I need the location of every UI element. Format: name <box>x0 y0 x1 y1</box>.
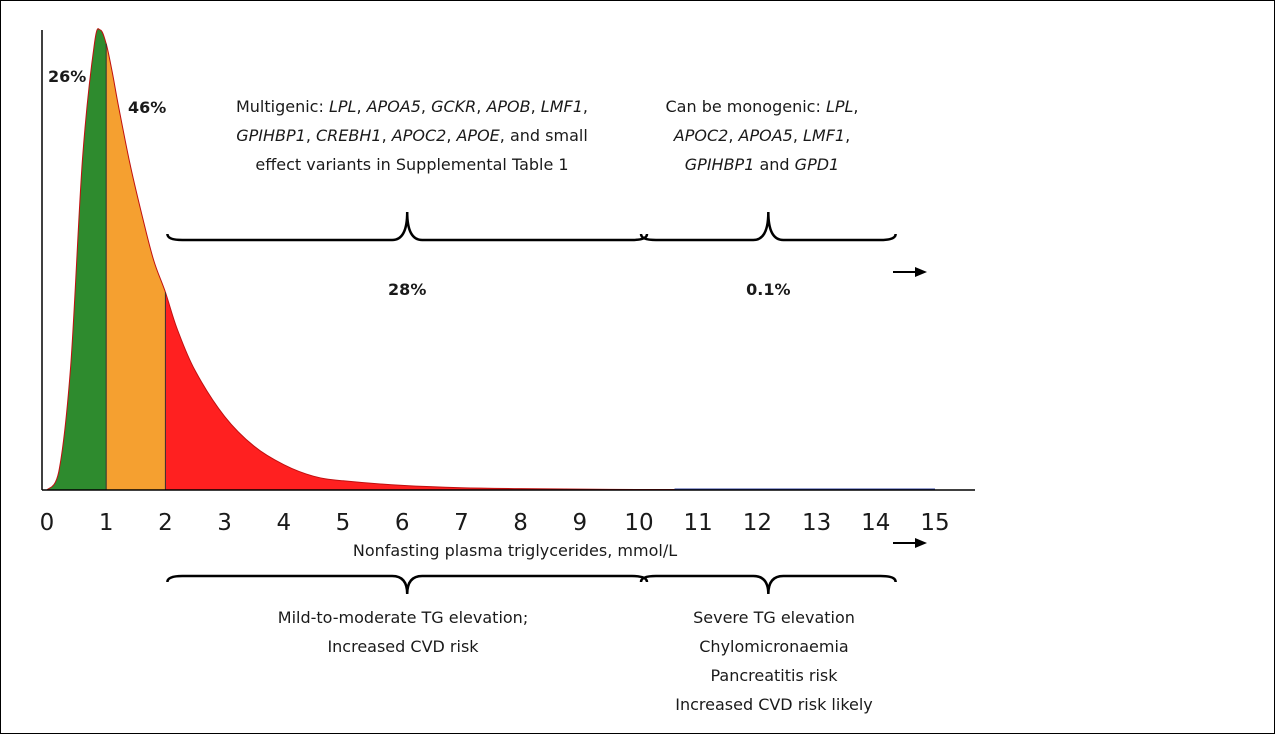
upper-bracket-1 <box>639 211 897 242</box>
lower-bracket-note-line: Increased CVD risk likely <box>675 695 873 714</box>
upper-bracket-percent: 28% <box>388 280 426 299</box>
note-run: LMF1 <box>541 97 583 116</box>
x-tick-label: 2 <box>158 510 173 536</box>
note-run: GCKR <box>431 97 476 116</box>
x-tick-label: 5 <box>336 510 351 536</box>
x-tick-label: 9 <box>572 510 587 536</box>
note-run: , and small <box>500 126 588 145</box>
x-tick-label: 15 <box>920 510 949 536</box>
x-tick-label: 0 <box>40 510 55 536</box>
x-tick-label: 12 <box>743 510 772 536</box>
note-run: APOA5 <box>366 97 421 116</box>
x-arrow-head <box>915 538 927 548</box>
upper-bracket-note-line: GPIHBP1 and GPD1 <box>685 155 839 174</box>
upper-bracket-0 <box>166 211 649 242</box>
note-run: , <box>476 97 486 116</box>
note-run: , <box>356 97 366 116</box>
lower-bracket-note-line: Chylomicronaemia <box>699 637 848 656</box>
note-run: APOE <box>455 126 500 145</box>
segment-percent-label: 26% <box>48 67 86 86</box>
note-run: , <box>583 97 588 116</box>
upper-bracket-note-line: GPIHBP1, CREBH1, APOC2, APOE, and small <box>236 126 588 145</box>
x-tick-label: 3 <box>217 510 232 536</box>
area-segment-2 <box>165 292 935 490</box>
x-tick-label: 13 <box>802 510 831 536</box>
x-tick-label: 8 <box>513 510 528 536</box>
note-run: , <box>421 97 431 116</box>
note-run: GPD1 <box>795 155 840 174</box>
x-tick-label: 6 <box>395 510 410 536</box>
note-run: , <box>793 126 803 145</box>
lower-bracket-1 <box>639 574 897 595</box>
x-axis-label: Nonfasting plasma triglycerides, mmol/L <box>353 541 677 560</box>
note-run: APOA5 <box>738 126 793 145</box>
segment-percent-label: 46% <box>128 98 166 117</box>
note-run: , <box>853 97 858 116</box>
note-run: APOC2 <box>673 126 729 145</box>
lower-bracket-note-line: Increased CVD risk <box>327 637 479 656</box>
upper-bracket-note-line: effect variants in Supplemental Table 1 <box>255 155 568 174</box>
upper-arrow-head <box>915 267 927 277</box>
area-segment-1 <box>106 43 166 490</box>
upper-brackets: 28% Multigenic: LPL, APOA5, GCKR, APOB, L… <box>166 97 927 299</box>
x-tick-label: 14 <box>861 510 890 536</box>
area-segment-0 <box>47 28 107 490</box>
note-run: LMF1 <box>803 126 845 145</box>
note-run: effect variants in Supplemental Table 1 <box>255 155 568 174</box>
note-run: , <box>382 126 392 145</box>
lower-bracket-note-line: Mild-to-moderate TG elevation; <box>278 608 528 627</box>
note-run: Can be monogenic: <box>665 97 825 116</box>
upper-bracket-note-line: APOC2, APOA5, LMF1, <box>673 126 850 145</box>
note-run: LPL <box>329 97 356 116</box>
lower-bracket-note-line: Severe TG elevation <box>693 608 855 627</box>
x-tick-label: 4 <box>276 510 291 536</box>
x-tick-labels: 0 1 2 3 4 5 6 7 8 9 10 11 12 13 14 15 <box>40 510 950 536</box>
lower-bracket-0 <box>166 574 649 595</box>
axes <box>41 30 975 548</box>
segment-percent-labels: 26% 46% <box>48 67 166 117</box>
lower-brackets: Mild-to-moderate TG elevation; Increased … <box>166 574 897 714</box>
note-run: , <box>728 126 738 145</box>
x-tick-label: 10 <box>624 510 653 536</box>
note-run: LPL <box>826 97 853 116</box>
note-run: APOC2 <box>391 126 447 145</box>
upper-bracket-note-line: Multigenic: LPL, APOA5, GCKR, APOB, LMF1… <box>236 97 588 116</box>
x-tick-label: 1 <box>99 510 114 536</box>
upper-bracket-percent: 0.1% <box>746 280 790 299</box>
x-tick-label: 7 <box>454 510 469 536</box>
note-run: , <box>306 126 316 145</box>
note-run: and <box>754 155 794 174</box>
upper-bracket-note-line: Can be monogenic: LPL, <box>665 97 858 116</box>
note-run: , <box>845 126 850 145</box>
note-run: GPIHBP1 <box>685 155 755 174</box>
note-run: GPIHBP1 <box>236 126 306 145</box>
note-run: , <box>446 126 456 145</box>
note-run: CREBH1 <box>316 126 382 145</box>
lower-bracket-note-line: Pancreatitis risk <box>710 666 838 685</box>
note-run: APOB <box>485 97 530 116</box>
x-tick-label: 11 <box>684 510 713 536</box>
note-run: Multigenic: <box>236 97 329 116</box>
note-run: , <box>531 97 541 116</box>
